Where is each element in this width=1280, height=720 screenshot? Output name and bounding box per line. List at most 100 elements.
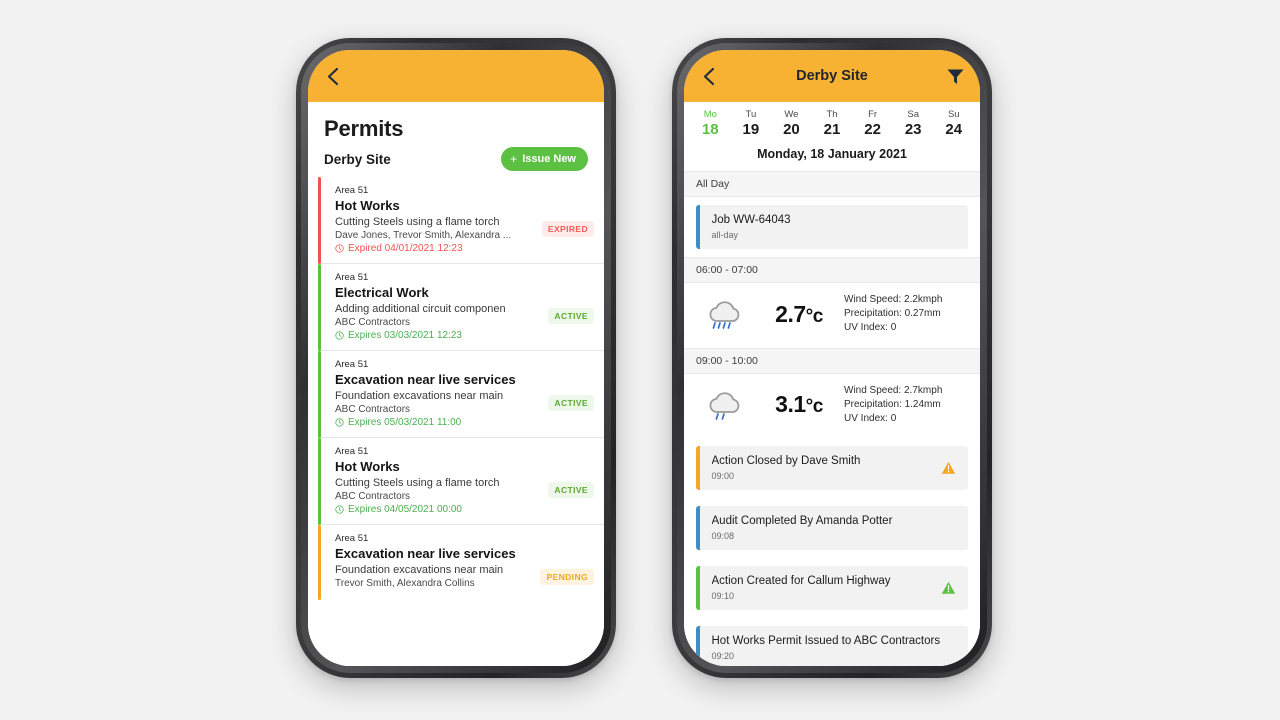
precipitation: Precipitation: 0.27mm [844,308,941,320]
permit-area: Area 51 [335,272,369,283]
weather-icon [696,295,754,333]
permit-name: Hot Works [335,459,400,474]
day-abbr: Mo [703,109,717,120]
permit-description: Cutting Steels using a flame torch [335,216,500,228]
clock-icon [335,505,344,514]
timeline-event-card-wrap: Action Created for Callum Highway 09:10 [684,558,980,618]
time-slot-header-0900: 09:00 - 10:00 [684,347,980,374]
permits-header-block: Permits Derby Site + Issue New [308,102,604,177]
status-badge: ACTIVE [548,395,594,411]
issue-new-button[interactable]: + Issue New [501,147,588,171]
weather-row: 2.7°c Wind Speed: 2.2kmph Precipitation: 0… [684,283,980,348]
temp-value: 3.1 [775,391,806,418]
permit-card[interactable]: Area 51 Excavation near live services Foun… [318,525,604,600]
timeline-event-card[interactable]: Action Closed by Dave Smith 09:00 [696,446,968,491]
timeline-event-card[interactable]: Action Created for Callum Highway 09:10 [696,566,968,611]
day-cell-fr[interactable]: Fr 22 [852,109,893,138]
permit-expiry: Expired 04/01/2021 12:23 [335,243,594,254]
time-slot-header-0600: 06:00 - 07:00 [684,257,980,283]
permit-name: Hot Works [335,198,400,213]
weather-temperature: 2.7°c [762,301,836,328]
day-cell-mo[interactable]: Mo 18 [690,109,731,138]
event-title: Action Closed by Dave Smith [711,455,861,468]
event-time: 09:08 [711,531,735,542]
day-abbr: Su [947,109,960,120]
subtitle-row: Derby Site + Issue New [324,147,588,171]
permit-body: Area 51 Electrical Work Adding additional … [321,264,604,351]
day-number: 20 [783,121,800,138]
permit-description: Foundation excavations near main f... [335,390,505,402]
weather-temperature: 3.1°c [762,391,836,418]
day-timeline[interactable]: All Day Job WW-64043 all-day 06:00 - 07:00 2… [684,171,980,666]
permit-name: Excavation near live services [335,546,516,561]
permit-description: Cutting Steels using a flame torch [335,477,500,489]
permit-people: Trevor Smith, Alexandra Collins [335,578,475,589]
day-number: 22 [864,121,881,138]
day-view-app-header: Derby Site [684,50,980,102]
day-cell-sa[interactable]: Sa 23 [893,109,934,138]
all-day-event-card[interactable]: Job WW-64043 all-day [696,205,968,249]
warning-triangle-icon [941,462,956,474]
permit-people: ABC Contractors [335,317,411,328]
event-title: Audit Completed By Amanda Potter [711,515,893,528]
back-chevron-icon[interactable] [322,66,342,86]
timeline-event-card-wrap: Action Closed by Dave Smith 09:00 [684,438,980,498]
permit-body: Area 51 Excavation near live services Foun… [321,351,604,438]
timeline-event-card[interactable]: Audit Completed By Amanda Potter 09:08 [696,506,968,551]
permit-expiry: Expires 05/03/2021 11:00 [335,417,594,428]
temp-value: 2.7 [775,300,806,327]
permit-card[interactable]: Area 51 Hot Works Cutting Steels using a f… [318,177,604,264]
day-abbr: We [784,109,799,120]
permit-name: Excavation near live services [335,372,516,387]
day-abbr: Th [826,109,838,120]
event-stripe [696,506,700,551]
permit-body: Area 51 Hot Works Cutting Steels using a f… [321,438,604,525]
permit-card[interactable]: Area 51 Excavation near live services Foun… [318,351,604,438]
permit-description: Foundation excavations near main ... [335,564,505,576]
day-number: 21 [823,121,841,138]
day-cell-th[interactable]: Th 21 [812,109,853,138]
permit-expiry-text: Expires 03/03/2021 12:23 [348,330,462,341]
permit-status-stripe [318,264,321,351]
permit-expiry-text: Expired 04/01/2021 12:23 [348,243,463,254]
permit-expiry: Expires 04/05/2021 00:00 [335,504,594,515]
event-content: Action Closed by Dave Smith 09:00 [700,446,942,490]
page-title: Derby Site [796,68,868,84]
permit-status-stripe [318,351,321,438]
event-stripe [696,566,700,611]
permit-area: Area 51 [335,533,369,544]
permit-expiry-text: Expires 05/03/2021 11:00 [348,417,462,428]
day-abbr: Fr [868,109,878,120]
wind-speed: Wind Speed: 2.2kmph [844,294,943,305]
event-time: 09:00 [711,471,735,482]
permit-people: Dave Jones, Trevor Smith, Alexandra ... [335,230,512,241]
permits-list[interactable]: Area 51 Hot Works Cutting Steels using a f… [308,177,604,666]
timeline-event-card[interactable]: Hot Works Permit Issued to ABC Contracto… [696,626,968,666]
site-subtitle: Derby Site [324,151,391,167]
event-icon [941,566,968,610]
day-cell-su[interactable]: Su 24 [933,109,974,138]
clock-icon [335,418,344,427]
all-day-event-card-wrap: Job WW-64043 all-day [684,197,980,257]
permit-people: ABC Contractors [335,404,411,415]
week-day-strip[interactable]: Mo 18 Tu 19 We 20 Th 21 Fr 22 Sa 23 Su 24 [684,102,980,144]
phone-screen-day-view: Derby Site Mo 18 Tu 19 We 20 Th 21 Fr 22 Sa 23 Su 24 … [684,50,980,666]
filter-funnel-icon[interactable] [944,65,966,87]
weather-stats: Wind Speed: 2.7kmph Precipitation: 1.24mm… [844,384,968,427]
permit-area: Area 51 [335,359,369,370]
permit-card[interactable]: Area 51 Electrical Work Adding additional … [318,264,604,351]
permit-people: ABC Contractors [335,491,411,502]
event-stripe [696,205,700,249]
clock-icon [335,244,344,253]
permit-card[interactable]: Area 51 Hot Works Cutting Steels using a f… [318,438,604,525]
all-day-section-header: All Day [684,171,980,197]
back-chevron-icon[interactable] [698,66,718,86]
plus-icon: + [510,152,518,166]
day-cell-we[interactable]: We 20 [771,109,812,138]
warning-triangle-icon [941,582,956,594]
clock-icon [335,331,344,340]
day-cell-tu[interactable]: Tu 19 [731,109,772,138]
issue-new-label: Issue New [522,152,576,165]
event-content: Hot Works Permit Issued to ABC Contracto… [700,626,969,666]
temp-unit: °c [805,396,824,418]
